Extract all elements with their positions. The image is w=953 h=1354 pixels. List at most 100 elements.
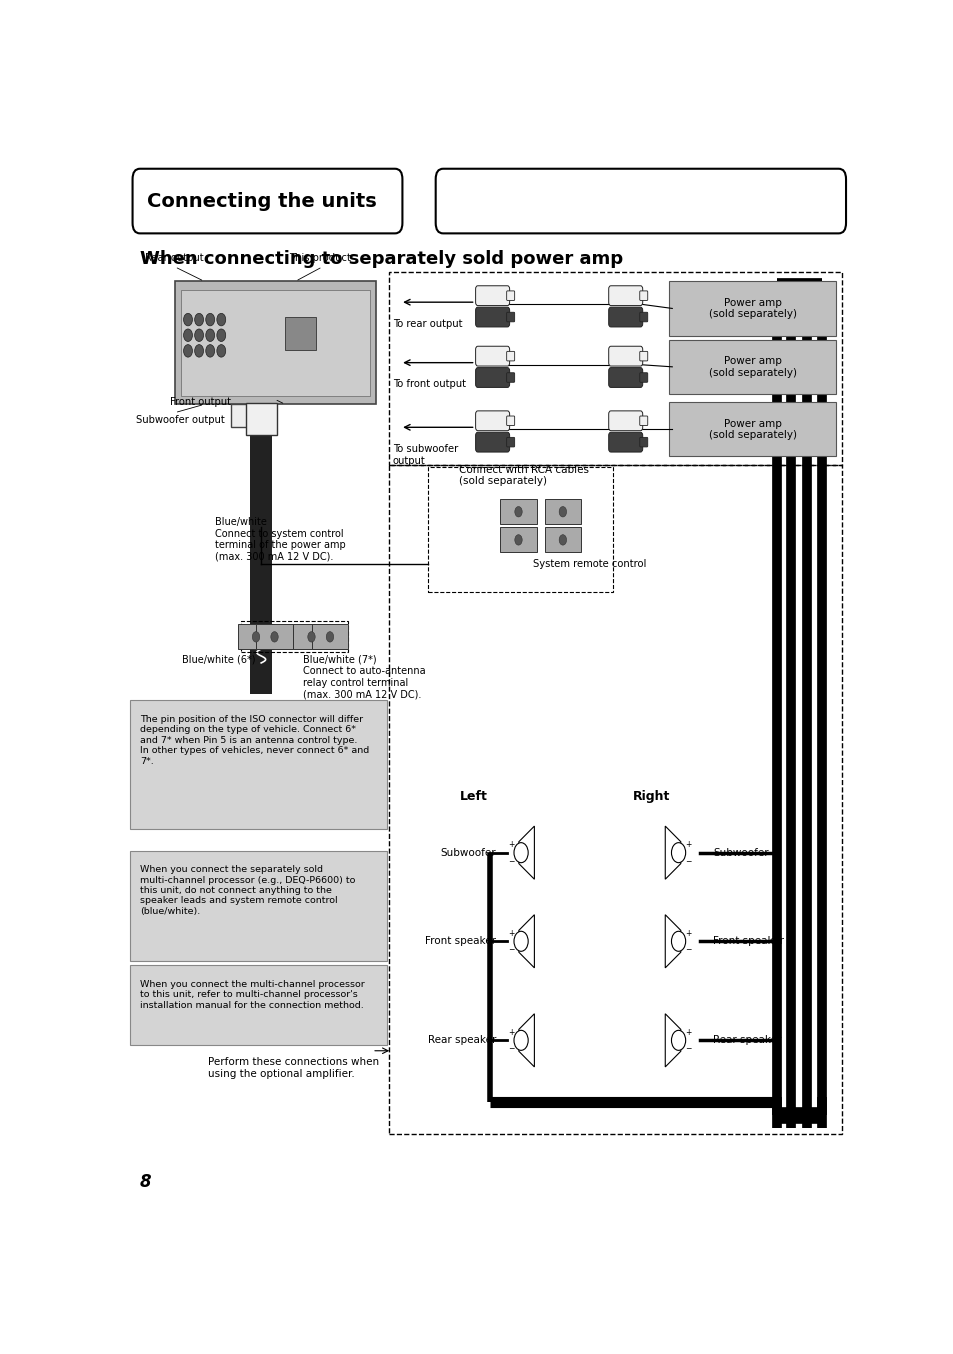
FancyBboxPatch shape [130,850,387,961]
Text: Right: Right [632,789,670,803]
Text: Subwoofer: Subwoofer [712,848,768,857]
FancyBboxPatch shape [294,624,329,650]
Text: Left: Left [459,789,488,803]
FancyBboxPatch shape [608,307,642,326]
FancyBboxPatch shape [132,169,402,233]
Circle shape [514,842,528,862]
Text: Blue/white (7*)
Connect to auto-antenna
relay control terminal
(max. 300 mA 12 V: Blue/white (7*) Connect to auto-antenna … [302,654,425,700]
FancyBboxPatch shape [639,372,647,382]
FancyBboxPatch shape [312,624,348,650]
Circle shape [671,932,685,952]
Text: Perform these connections when
using the optional amplifier.: Perform these connections when using the… [208,1057,378,1079]
Circle shape [183,329,193,341]
Polygon shape [518,1014,534,1067]
Text: −: − [508,1044,515,1053]
Circle shape [326,631,334,642]
Text: +: + [508,1028,515,1037]
Bar [389,272,841,464]
Text: Connect with RCA cables
(sold separately): Connect with RCA cables (sold separately… [459,464,589,486]
Text: When you connect the separately sold
multi-channel processor (e.g., DEQ-P6600) t: When you connect the separately sold mul… [140,865,355,915]
Circle shape [514,1030,528,1051]
Circle shape [216,345,226,357]
FancyBboxPatch shape [608,286,642,306]
FancyBboxPatch shape [506,352,514,362]
Text: To subwoofer
output: To subwoofer output [393,444,457,466]
Circle shape [671,1030,685,1051]
Text: +: + [508,929,515,938]
Text: Power amp
(sold separately): Power amp (sold separately) [708,356,796,378]
Circle shape [308,631,314,642]
Text: Front output: Front output [170,397,231,408]
Polygon shape [664,826,680,879]
FancyBboxPatch shape [608,347,642,366]
Text: −: − [508,945,515,955]
Circle shape [671,842,685,862]
FancyBboxPatch shape [476,347,509,366]
Circle shape [514,932,528,952]
FancyBboxPatch shape [237,624,274,650]
Circle shape [194,329,203,341]
Text: When you connect the multi-channel processor
to this unit, refer to multi-channe: When you connect the multi-channel proce… [140,980,364,1010]
Circle shape [206,313,214,326]
Text: The pin position of the ISO connector will differ
depending on the type of vehic: The pin position of the ISO connector wi… [140,715,369,765]
Circle shape [558,506,566,517]
Circle shape [515,506,521,517]
FancyBboxPatch shape [639,352,647,362]
FancyBboxPatch shape [246,403,276,435]
Text: +: + [684,929,691,938]
FancyBboxPatch shape [669,340,836,394]
Polygon shape [664,1014,680,1067]
Circle shape [515,535,521,546]
Text: +: + [684,1028,691,1037]
Text: System remote control: System remote control [533,559,646,569]
Text: −: − [684,945,691,955]
Circle shape [194,313,203,326]
FancyBboxPatch shape [436,169,845,233]
Text: +: + [508,841,515,849]
Circle shape [206,329,214,341]
Text: −: − [684,1044,691,1053]
FancyBboxPatch shape [130,700,387,829]
Text: Subwoofer output: Subwoofer output [135,414,224,425]
Text: Connecting the units: Connecting the units [147,191,376,211]
FancyBboxPatch shape [476,367,509,387]
FancyBboxPatch shape [544,500,580,524]
FancyBboxPatch shape [506,437,514,447]
FancyBboxPatch shape [506,372,514,382]
FancyBboxPatch shape [544,527,580,552]
FancyBboxPatch shape [639,291,647,301]
Text: When connecting to separately sold power amp: When connecting to separately sold power… [140,250,622,268]
FancyBboxPatch shape [284,317,315,351]
Polygon shape [518,826,534,879]
Polygon shape [664,915,680,968]
FancyBboxPatch shape [476,432,509,452]
Bar [428,467,613,592]
FancyBboxPatch shape [476,410,509,431]
Text: Subwoofer: Subwoofer [440,848,496,857]
Bar [241,621,348,653]
Text: Rear output: Rear output [145,253,204,263]
Text: 8: 8 [140,1173,152,1192]
Text: Power amp
(sold separately): Power amp (sold separately) [708,418,796,440]
Circle shape [216,329,226,341]
FancyBboxPatch shape [130,965,387,1044]
Circle shape [194,345,203,357]
Text: This product: This product [289,253,351,263]
Circle shape [252,631,259,642]
Circle shape [271,631,278,642]
Text: −: − [684,857,691,867]
FancyBboxPatch shape [231,405,264,428]
FancyBboxPatch shape [256,624,293,650]
Text: To front output: To front output [393,379,465,390]
FancyBboxPatch shape [506,313,514,322]
Text: Front speaker: Front speaker [712,936,783,946]
Text: −: − [508,857,515,867]
FancyBboxPatch shape [180,290,370,395]
Text: Blue/white (6*): Blue/white (6*) [182,654,255,665]
FancyBboxPatch shape [476,307,509,326]
Text: Blue/white
Connect to system control
terminal of the power amp
(max. 300 mA 12 V: Blue/white Connect to system control ter… [215,517,346,562]
FancyBboxPatch shape [174,282,375,405]
FancyBboxPatch shape [669,402,836,456]
Text: To rear output: To rear output [393,320,462,329]
FancyBboxPatch shape [639,437,647,447]
